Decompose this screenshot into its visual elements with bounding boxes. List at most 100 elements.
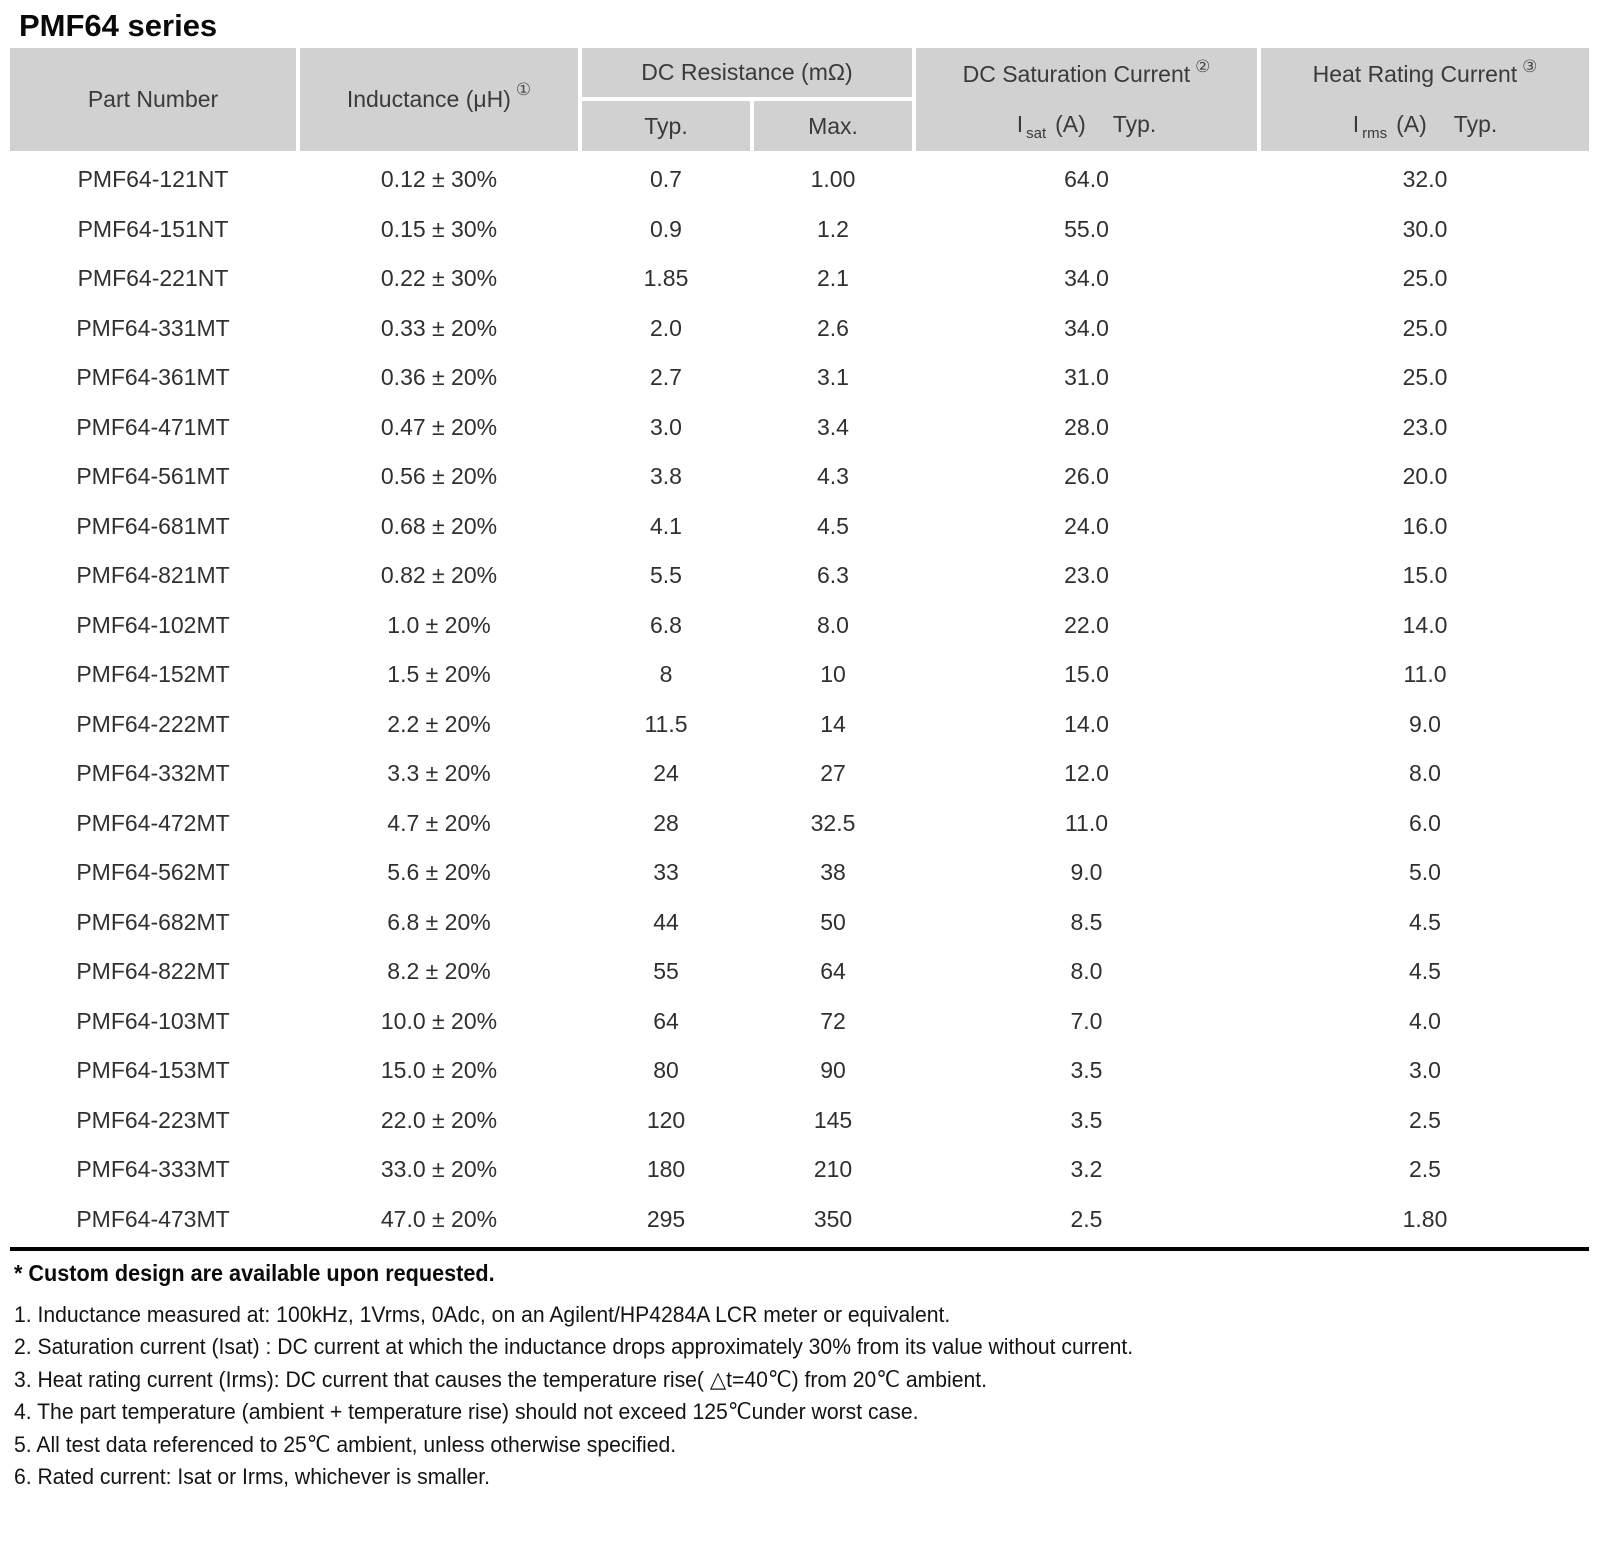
table-row: PMF64-103MT 10.0 ± 20% 64 72 7.0 4.0 — [10, 997, 1590, 1047]
table-row: PMF64-561MT 0.56 ± 20% 3.8 4.3 26.0 20.0 — [10, 452, 1590, 502]
cell-dcr-typ: 33 — [653, 859, 679, 886]
cell-dcr-typ: 4.1 — [650, 512, 682, 539]
cell-part-number: PMF64-561MT — [76, 463, 230, 490]
cell-dcr-typ: 6.8 — [650, 611, 682, 638]
cell-isat-typ: 34.0 — [1064, 265, 1109, 292]
cell-irms-typ: 4.0 — [1409, 1007, 1441, 1034]
cell-isat-typ: 12.0 — [1064, 760, 1109, 787]
cell-isat-typ: 3.5 — [1070, 1106, 1103, 1133]
saturation-label: DC Saturation Current — [962, 61, 1191, 87]
cell-part-number: PMF64-562MT — [76, 859, 230, 886]
cell-dcr-max: 27 — [820, 760, 846, 787]
cell-part-number: PMF64-681MT — [76, 512, 230, 539]
cell-part-number: PMF64-473MT — [76, 1205, 230, 1232]
cell-dcr-max: 2.6 — [817, 314, 849, 341]
cell-dcr-max: 2.1 — [817, 265, 849, 292]
table-row: PMF64-331MT 0.33 ± 20% 2.0 2.6 34.0 25.0 — [10, 304, 1590, 354]
isat-unit: (A) — [1055, 111, 1086, 137]
cell-part-number: PMF64-222MT — [76, 710, 230, 737]
cell-part-number: PMF64-153MT — [76, 1057, 230, 1084]
table-row: PMF64-102MT 1.0 ± 20% 6.8 8.0 22.0 14.0 — [10, 601, 1590, 651]
cell-dcr-typ: 2.0 — [650, 314, 682, 341]
cell-isat-typ: 34.0 — [1064, 314, 1109, 341]
cell-dcr-typ: 55 — [653, 958, 679, 985]
saturation-footnote-ref: ② — [1195, 57, 1211, 76]
table-bottom-rule — [10, 1247, 1589, 1251]
cell-isat-typ: 64.0 — [1064, 166, 1109, 193]
cell-dcr-typ: 0.7 — [650, 166, 682, 193]
cell-dcr-max: 1.2 — [817, 215, 849, 242]
cell-irms-typ: 3.0 — [1409, 1057, 1441, 1084]
cell-inductance: 0.22 ± 30% — [380, 265, 498, 292]
cell-part-number: PMF64-333MT — [76, 1156, 230, 1183]
cell-dcr-typ: 2.7 — [650, 364, 682, 391]
cell-inductance: 15.0 ± 20% — [380, 1057, 498, 1084]
cell-irms-typ: 1.80 — [1402, 1205, 1448, 1232]
cell-isat-typ: 24.0 — [1064, 512, 1109, 539]
cell-inductance: 10.0 ± 20% — [380, 1007, 498, 1034]
cell-irms-typ: 32.0 — [1402, 166, 1448, 193]
cell-part-number: PMF64-332MT — [76, 760, 230, 787]
footnotes: * Custom design are available upon reque… — [14, 1260, 1600, 1493]
cell-dcr-typ: 28 — [653, 809, 679, 836]
cell-dcr-max: 4.3 — [817, 463, 849, 490]
heat-footnote-ref: ③ — [1522, 57, 1538, 76]
isat-subscript: sat — [1026, 125, 1047, 142]
table-row: PMF64-473MT 47.0 ± 20% 295 350 2.5 1.80 — [10, 1195, 1590, 1245]
cell-dcr-max: 10 — [820, 661, 846, 688]
cell-irms-typ: 25.0 — [1402, 314, 1448, 341]
col-part-number-header: Part Number — [10, 48, 296, 151]
cell-inductance: 1.5 ± 20% — [387, 661, 491, 688]
cell-dcr-max: 50 — [820, 908, 846, 935]
cell-inductance: 3.3 ± 20% — [387, 760, 491, 787]
cell-irms-typ: 6.0 — [1409, 809, 1441, 836]
cell-isat-typ: 15.0 — [1064, 661, 1109, 688]
cell-inductance: 22.0 ± 20% — [380, 1106, 498, 1133]
cell-irms-typ: 8.0 — [1409, 760, 1441, 787]
col-dcr-max-header: Max. — [754, 101, 912, 151]
cell-isat-typ: 11.0 — [1064, 809, 1109, 836]
cell-isat-typ: 8.0 — [1070, 958, 1103, 985]
cell-inductance: 0.15 ± 30% — [380, 215, 498, 242]
cell-irms-typ: 4.5 — [1409, 958, 1441, 985]
cell-isat-typ: 14.0 — [1064, 710, 1109, 737]
cell-dcr-max: 145 — [813, 1106, 853, 1133]
page-title: PMF64 series — [19, 8, 218, 43]
cell-dcr-max: 72 — [820, 1007, 846, 1034]
footnote-4: 4. The part temperature (ambient + tempe… — [14, 1399, 919, 1425]
cell-isat-typ: 28.0 — [1064, 413, 1109, 440]
table-row: PMF64-471MT 0.47 ± 20% 3.0 3.4 28.0 23.0 — [10, 403, 1590, 453]
dcr-max-label: Max. — [808, 112, 858, 139]
inductance-footnote-ref: ① — [515, 79, 532, 99]
cell-inductance: 33.0 ± 20% — [380, 1156, 498, 1183]
cell-dcr-max: 64 — [820, 958, 846, 985]
table-body: PMF64-121NT 0.12 ± 30% 0.7 1.00 64.0 32.0 PMF6… — [10, 155, 1590, 1244]
part-number-label: Part Number — [87, 86, 219, 112]
cell-irms-typ: 20.0 — [1402, 463, 1448, 490]
cell-irms-typ: 14.0 — [1402, 611, 1448, 638]
cell-isat-typ: 22.0 — [1064, 611, 1109, 638]
cell-part-number: PMF64-121NT — [77, 166, 229, 193]
table-row: PMF64-821MT 0.82 ± 20% 5.5 6.3 23.0 15.0 — [10, 551, 1590, 601]
cell-dcr-max: 3.4 — [817, 413, 849, 440]
cell-inductance: 6.8 ± 20% — [387, 908, 491, 935]
cell-irms-typ: 15.0 — [1402, 562, 1448, 589]
isat-typ-label: Typ. — [1112, 111, 1157, 137]
table-row: PMF64-221NT 0.22 ± 30% 1.85 2.1 34.0 25.0 — [10, 254, 1590, 304]
cell-isat-typ: 8.5 — [1070, 908, 1103, 935]
cell-dcr-typ: 180 — [646, 1156, 686, 1183]
cell-irms-typ: 4.5 — [1409, 908, 1441, 935]
cell-part-number: PMF64-471MT — [76, 413, 230, 440]
cell-dcr-typ: 11.5 — [644, 710, 688, 737]
dcr-typ-label: Typ. — [644, 112, 688, 139]
table-row: PMF64-223MT 22.0 ± 20% 120 145 3.5 2.5 — [10, 1096, 1590, 1146]
cell-dcr-typ: 295 — [646, 1205, 686, 1232]
table-row: PMF64-472MT 4.7 ± 20% 28 32.5 11.0 6.0 — [10, 799, 1590, 849]
cell-part-number: PMF64-682MT — [76, 908, 230, 935]
cell-irms-typ: 5.0 — [1409, 859, 1441, 886]
inductance-label: Inductance (μH) — [346, 86, 511, 112]
cell-part-number: PMF64-221NT — [77, 265, 229, 292]
cell-dcr-max: 4.5 — [817, 512, 849, 539]
